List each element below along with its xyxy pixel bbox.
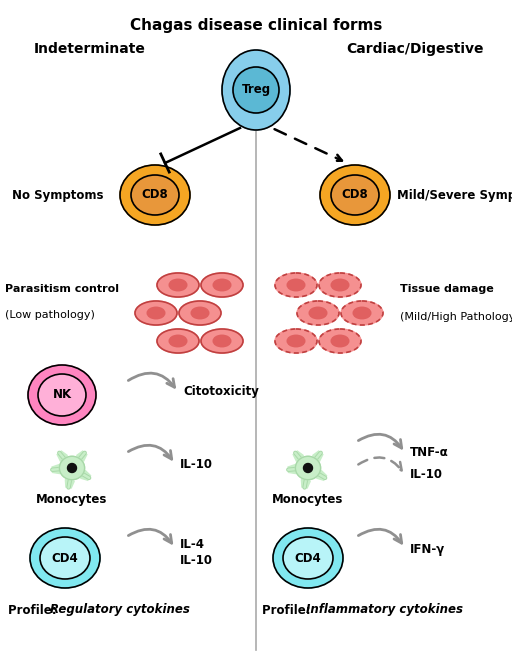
Text: Monocytes: Monocytes <box>272 493 344 506</box>
Text: (Mild/High Pathology): (Mild/High Pathology) <box>400 312 512 322</box>
Ellipse shape <box>287 279 305 291</box>
Ellipse shape <box>38 374 86 416</box>
Ellipse shape <box>131 175 179 215</box>
Ellipse shape <box>341 301 383 325</box>
Ellipse shape <box>273 528 343 588</box>
Ellipse shape <box>213 279 231 291</box>
Ellipse shape <box>40 537 90 579</box>
Ellipse shape <box>191 307 209 319</box>
Ellipse shape <box>275 329 317 353</box>
Text: NK: NK <box>52 388 72 401</box>
Text: Tissue damage: Tissue damage <box>400 284 494 294</box>
Text: IFN-γ: IFN-γ <box>410 544 445 556</box>
Text: Treg: Treg <box>242 83 270 96</box>
Text: Regulatory cytokines: Regulatory cytokines <box>50 604 190 617</box>
Polygon shape <box>316 470 327 480</box>
Text: CD8: CD8 <box>142 188 168 201</box>
Ellipse shape <box>179 301 221 325</box>
Ellipse shape <box>319 329 361 353</box>
Ellipse shape <box>59 457 84 480</box>
Text: Cardiac/Digestive: Cardiac/Digestive <box>346 42 484 56</box>
Ellipse shape <box>147 307 165 319</box>
Ellipse shape <box>201 329 243 353</box>
Text: CD4: CD4 <box>52 552 78 565</box>
Polygon shape <box>313 451 323 461</box>
Ellipse shape <box>331 335 349 347</box>
Ellipse shape <box>283 537 333 579</box>
Ellipse shape <box>222 50 290 130</box>
Text: Profile:: Profile: <box>262 604 315 617</box>
Text: Citotoxicity: Citotoxicity <box>183 386 259 398</box>
Text: Parasitism control: Parasitism control <box>5 284 119 294</box>
Text: Chagas disease clinical forms: Chagas disease clinical forms <box>130 18 382 33</box>
Ellipse shape <box>320 165 390 225</box>
Polygon shape <box>81 470 91 480</box>
Ellipse shape <box>213 335 231 347</box>
Text: CD8: CD8 <box>342 188 368 201</box>
Ellipse shape <box>28 365 96 425</box>
Text: Inflammatory cytokines: Inflammatory cytokines <box>306 604 463 617</box>
Ellipse shape <box>120 165 190 225</box>
Polygon shape <box>288 464 296 474</box>
Ellipse shape <box>331 175 379 215</box>
Ellipse shape <box>233 67 279 113</box>
Text: IL-10: IL-10 <box>180 554 213 567</box>
Ellipse shape <box>309 307 327 319</box>
Text: IL-10: IL-10 <box>410 468 443 482</box>
Polygon shape <box>293 451 303 461</box>
Ellipse shape <box>157 273 199 297</box>
Ellipse shape <box>169 335 187 347</box>
Text: IL-10: IL-10 <box>180 459 213 472</box>
Ellipse shape <box>157 329 199 353</box>
Text: No Symptoms: No Symptoms <box>12 188 103 201</box>
Text: Indeterminate: Indeterminate <box>34 42 146 56</box>
Text: Profile:: Profile: <box>8 604 61 617</box>
Ellipse shape <box>353 307 371 319</box>
Ellipse shape <box>287 335 305 347</box>
Ellipse shape <box>30 528 100 588</box>
Text: CD4: CD4 <box>294 552 322 565</box>
Polygon shape <box>57 451 68 461</box>
Polygon shape <box>77 451 87 461</box>
Ellipse shape <box>169 279 187 291</box>
Ellipse shape <box>304 464 312 472</box>
Ellipse shape <box>297 301 339 325</box>
Ellipse shape <box>319 273 361 297</box>
Ellipse shape <box>331 279 349 291</box>
Text: Monocytes: Monocytes <box>36 493 108 506</box>
Ellipse shape <box>295 457 321 480</box>
Ellipse shape <box>135 301 177 325</box>
Text: TNF-α: TNF-α <box>410 445 449 459</box>
Polygon shape <box>52 464 60 474</box>
Text: IL-4: IL-4 <box>180 539 205 552</box>
Ellipse shape <box>68 464 76 472</box>
Text: (Low pathology): (Low pathology) <box>5 310 95 320</box>
Polygon shape <box>66 480 74 488</box>
Polygon shape <box>302 480 310 488</box>
Text: Mild/Severe Symptoms: Mild/Severe Symptoms <box>397 188 512 201</box>
Ellipse shape <box>201 273 243 297</box>
Ellipse shape <box>275 273 317 297</box>
